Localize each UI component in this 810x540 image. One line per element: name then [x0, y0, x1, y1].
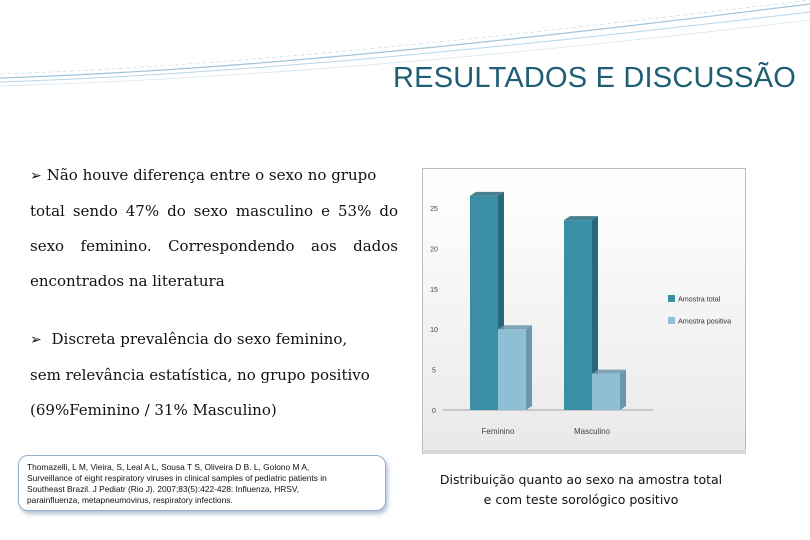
bar-side	[620, 369, 626, 410]
caption-line-2: e com teste sorológico positivo	[483, 492, 679, 507]
chart-shadow	[424, 450, 746, 454]
bullet-1-line-1: ➢ Não houve diferença entre o sexo no gru…	[30, 158, 398, 194]
bar-feminino-total	[470, 195, 498, 410]
reference-line-4: parainfluenza, metapneumovirus, respirat…	[27, 495, 233, 505]
header-decoration	[0, 0, 810, 87]
bullet-1-line-1-text: Não houve diferença entre o sexo no grup…	[46, 166, 377, 184]
sex-distribution-chart: 0 5 10 15 20 25 Feminino Masculino Amostra tot…	[422, 168, 746, 454]
bullet-1-line-2: total sendo 47% do sexo masculino e 53% …	[30, 202, 398, 220]
legend-swatch	[668, 317, 675, 324]
y-tick-label: 0	[432, 408, 436, 415]
bullet-2: ➢ Discreta prevalência do sexo feminino,…	[30, 322, 398, 428]
y-tick-label: 5	[432, 368, 436, 375]
y-tick-label: 20	[430, 246, 438, 253]
bar-top	[592, 369, 626, 374]
chart-caption: Distribuição quanto ao sexo na amostra t…	[430, 470, 732, 510]
bar-masculino-positive	[592, 373, 620, 410]
bar-top	[470, 191, 504, 196]
reference-line-2: Surveillance of eight respiratory viruse…	[27, 473, 327, 483]
reference-box: Thomazelli, L M, Vieira, S, Leal A L, So…	[18, 455, 386, 511]
bullet-1-line-3: sexo feminino. Correspondendo aos dados	[30, 237, 398, 255]
bar-feminino-positive	[498, 329, 526, 410]
bar-side	[592, 216, 598, 410]
slide-title: RESULTADOS E DISCUSSÃO	[393, 62, 796, 94]
reference-line-1: Thomazelli, L M, Vieira, S, Leal A L, So…	[27, 462, 310, 472]
bullet-1-line-4: encontrados na literatura	[30, 272, 225, 290]
bullet-2-line-3: (69%Feminino / 31% Masculino)	[30, 401, 277, 419]
bullet-2-line-2: sem relevância estatística, no grupo pos…	[30, 366, 370, 384]
arrow-bullet-icon: ➢	[30, 168, 42, 184]
bullet-2-line-1-text: Discreta prevalência do sexo feminino,	[51, 330, 348, 348]
y-tick-label: 25	[430, 206, 438, 213]
legend-label: Amostra positiva	[678, 317, 731, 326]
legend-label: Amostra total	[678, 295, 721, 304]
caption-line-1: Distribuição quanto ao sexo na amostra t…	[439, 472, 723, 487]
reference-line-3: Southeast Brazil. J Pediatr (Rio J). 200…	[27, 484, 300, 494]
y-tick-label: 10	[430, 327, 438, 334]
legend-swatch	[668, 295, 675, 302]
bar-masculino-total	[564, 220, 592, 410]
y-tick-label: 15	[430, 287, 438, 294]
bar-top	[564, 216, 598, 221]
x-tick-label: Feminino	[482, 427, 515, 436]
bar-top	[498, 325, 532, 330]
bar-side	[526, 325, 532, 410]
x-tick-label: Masculino	[574, 427, 611, 436]
bullet-1: ➢ Não houve diferença entre o sexo no gru…	[30, 158, 398, 299]
arrow-bullet-icon: ➢	[30, 332, 42, 348]
bullet-2-line-1: ➢ Discreta prevalência do sexo feminino,	[30, 322, 398, 358]
